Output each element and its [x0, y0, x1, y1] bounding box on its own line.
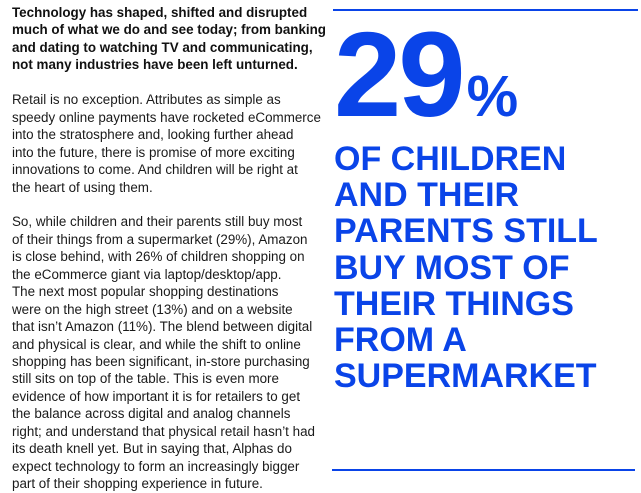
- text-line: the balance across digital and analog ch…: [12, 406, 291, 422]
- text-line: innovations to come. And children will b…: [12, 162, 298, 178]
- text-line: Retail is no exception. Attributes as si…: [12, 92, 281, 108]
- text-line: of their things from a supermarket (29%)…: [12, 231, 308, 247]
- text-line: SUPERMARKET: [334, 357, 597, 396]
- text-line: the eCommerce giant via laptop/desktop/a…: [12, 266, 282, 282]
- text-line: not many industries have been left untur…: [12, 57, 298, 73]
- body-text: Technology has shaped, shifted and disru…: [12, 4, 332, 493]
- text-line: still sits on top of the table. This is …: [12, 371, 279, 387]
- intro-paragraph: Technology has shaped, shifted and disru…: [12, 4, 332, 74]
- text-line: BUY MOST OF: [334, 248, 570, 287]
- text-line: and dating to watching TV and communicat…: [12, 39, 313, 55]
- text-line: and physical is clear, and while the shi…: [12, 336, 301, 352]
- text-line: that isn’t Amazon (11%). The blend betwe…: [12, 319, 313, 335]
- text-line: its death knell yet. But in saying that,…: [12, 441, 292, 457]
- text-line: into the stratosphere and, looking furth…: [12, 127, 294, 143]
- text-line: expect technology to form an increasingl…: [12, 458, 300, 474]
- text-line: speedy online payments have rocketed eCo…: [12, 109, 321, 125]
- text-line: FROM A: [334, 321, 467, 360]
- bottom-divider: [332, 469, 635, 471]
- paragraph-1: Retail is no exception. Attributes as si…: [12, 91, 332, 196]
- text-line: The next most popular shopping destinati…: [12, 284, 279, 300]
- stat-headline: OF CHILDREN AND THEIR PARENTS STILL BUY MOS…: [334, 140, 598, 396]
- text-line: were on the high street (13%) and on a w…: [12, 301, 293, 317]
- paragraph-2: So, while children and their parents sti…: [12, 213, 332, 492]
- text-line: PARENTS STILL: [334, 212, 598, 251]
- text-line: much of what we do and see today; from b…: [12, 22, 326, 38]
- text-line: AND THEIR: [334, 176, 520, 215]
- top-divider: [333, 9, 638, 11]
- text-line: Technology has shaped, shifted and disru…: [12, 5, 308, 20]
- text-line: shopping has been significant, in-store …: [12, 354, 310, 370]
- text-line: So, while children and their parents sti…: [12, 214, 303, 230]
- text-line: right; and understand that physical reta…: [12, 423, 315, 439]
- text-line: is close behind, with 26% of children sh…: [12, 249, 305, 265]
- text-line: into the future, there is promise of mor…: [12, 144, 295, 160]
- stat-unit: %: [466, 64, 519, 129]
- text-line: OF CHILDREN: [334, 140, 567, 178]
- text-line: THEIR THINGS: [334, 284, 574, 323]
- text-line: the heart of using them.: [12, 179, 153, 195]
- stat-number: 29: [334, 6, 466, 142]
- stat-callout: 29%: [334, 14, 519, 135]
- text-line: evidence of how important it is for reta…: [12, 388, 301, 404]
